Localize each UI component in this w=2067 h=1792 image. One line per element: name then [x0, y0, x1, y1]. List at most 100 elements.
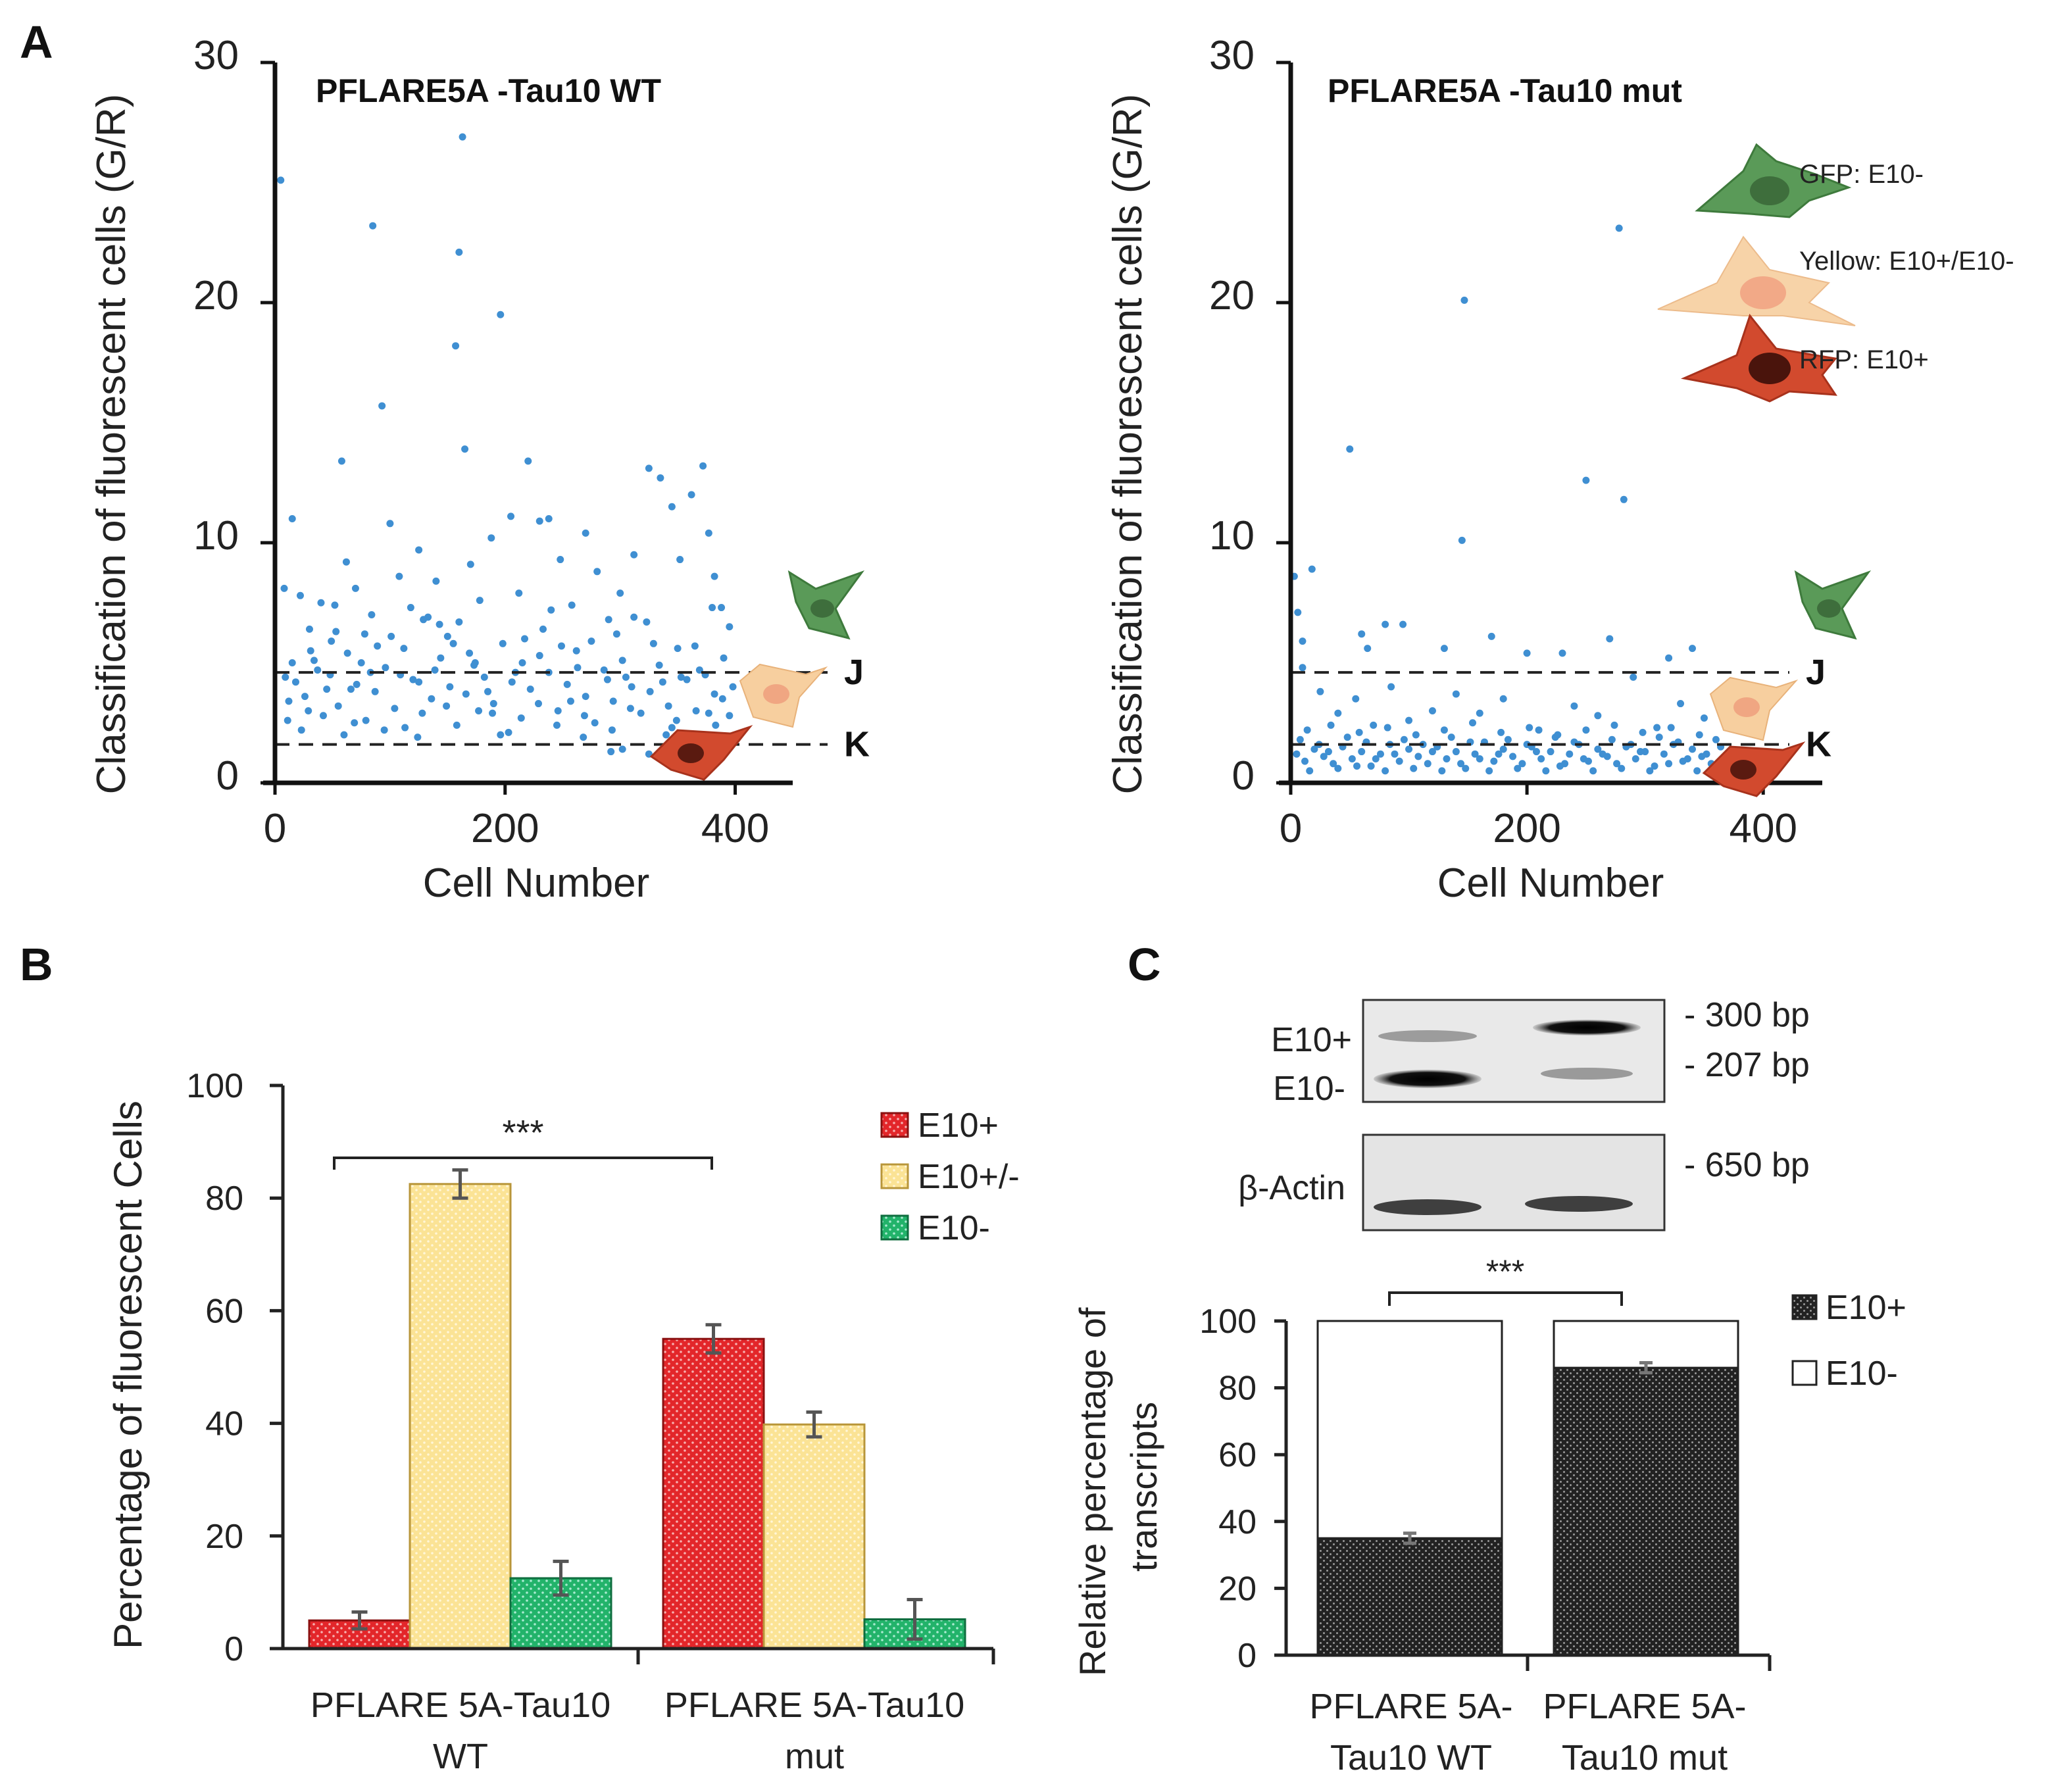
scatter-mut-point: [1630, 673, 1637, 681]
scatter-mut-point: [1443, 755, 1451, 762]
scatter-wt-point: [415, 678, 423, 686]
stacked-c-bar-segment: [1553, 1320, 1739, 1369]
scatter-wt-point: [374, 642, 382, 650]
stacked-c-ytick-label: 60: [1218, 1436, 1257, 1474]
stacked-c-category-label: PFLARE 5A-: [1309, 1687, 1512, 1726]
scatter-mut-point: [1660, 750, 1668, 758]
scatter-wt-point: [455, 618, 463, 626]
scatter-wt-point: [626, 705, 634, 712]
scatter-mut-point: [1561, 760, 1569, 768]
scatter-wt-point: [323, 685, 331, 693]
scatter-wt-point: [314, 666, 322, 674]
scatter-wt-point: [674, 645, 682, 653]
scatter-wt-title: PFLARE5A -Tau10 WT: [316, 72, 661, 109]
scatter-mut-point: [1610, 721, 1618, 729]
scatter-wt-point: [449, 639, 457, 647]
scatter-wt-ylabel: Classification of fluorescent cells (G/R…: [89, 94, 134, 795]
scatter-wt-point: [547, 606, 555, 614]
scatter-mut-point: [1537, 755, 1545, 762]
scatter-mut-point: [1382, 620, 1389, 628]
scatter-mut-point: [1547, 748, 1555, 756]
scatter-mut-point: [1460, 296, 1468, 304]
scatter-mut-point: [1594, 745, 1602, 753]
scatter-mut-point: [1400, 735, 1408, 743]
scatter-wt-point: [628, 683, 635, 691]
scatter-wt-point: [712, 721, 720, 729]
stacked-c-legend-label: E10+: [1826, 1289, 1906, 1327]
scatter-mut-yticks: 0 10 20 30: [1209, 33, 1291, 799]
scatter-mut-point: [1636, 748, 1644, 756]
scatter-wt-point: [328, 637, 336, 645]
scatter-wt-point: [317, 599, 325, 607]
scatter-wt-point: [487, 534, 495, 542]
scatter-mut-point: [1580, 755, 1587, 762]
scatter-wt-point: [709, 604, 716, 612]
scatter-mut-point: [1631, 755, 1639, 762]
scatter-mut-point: [1504, 735, 1512, 743]
scatter-wt-point: [371, 687, 379, 695]
scatter-wt-point: [428, 695, 436, 703]
scatter-wt-point: [580, 734, 587, 741]
scatter-wt-point: [672, 716, 680, 724]
scatter-wt-point: [297, 726, 305, 734]
scatter-mut-point: [1542, 767, 1550, 775]
scatter-mut-point: [1395, 757, 1403, 765]
scatter-wt-point: [705, 529, 712, 537]
scatter-mut-point: [1376, 750, 1384, 758]
scatter-mut-point: [1346, 445, 1354, 453]
scatter-mut-point: [1324, 748, 1332, 756]
scatter-mut-point: [1665, 654, 1673, 662]
bar-b-ylabel: Percentage of fluorescent Cells: [106, 1101, 150, 1649]
scatter-wt-point: [291, 678, 299, 686]
scatter-wt-point: [630, 551, 638, 559]
scatter-wt-point: [507, 512, 515, 520]
scatter-wt-point: [400, 645, 408, 653]
scatter-wt-point: [347, 685, 355, 693]
scatter-wt-point: [609, 697, 617, 705]
gel-band-mut-e10minus: [1541, 1068, 1633, 1080]
scatter-mut-ytick-label: 20: [1209, 273, 1255, 318]
gel-band-mut-e10plus: [1533, 1020, 1641, 1035]
scatter-wt-point: [718, 695, 726, 703]
scatter-mut-point: [1499, 745, 1507, 753]
scatter-mut-point: [1620, 495, 1628, 503]
scatter-mut-point: [1458, 536, 1466, 544]
scatter-mut-point: [1688, 645, 1696, 653]
gel-band-wt-e10minus: [1374, 1070, 1482, 1088]
bar-b-yticks: 0 20 40 60 80 100: [186, 1067, 283, 1668]
scatter-mut-point: [1476, 709, 1483, 717]
bar-b-legend: E10+ E10+/- E10-: [880, 1107, 1020, 1247]
scatter-mut-point: [1608, 735, 1616, 743]
stacked-c-yticks: 0 20 40 60 80 100: [1199, 1303, 1286, 1675]
scatter-wt-point: [539, 625, 547, 633]
scatter-wt-point: [720, 654, 728, 662]
scatter-wt-point: [705, 709, 712, 717]
scatter-wt-point: [524, 457, 532, 465]
scatter-wt-point: [608, 726, 616, 734]
stacked-c-category-labels: PFLARE 5A- Tau10 WT PFLARE 5A- Tau10 mut: [1309, 1687, 1746, 1778]
scatter-mut-point: [1582, 476, 1590, 484]
scatter-wt-point: [443, 632, 451, 640]
scatter-mut-point: [1703, 750, 1710, 758]
gel-actin-box: [1362, 1133, 1666, 1232]
scatter-wt-points: [277, 133, 737, 758]
scatter-mut-point: [1414, 753, 1422, 760]
scatter-wt-point: [351, 719, 359, 727]
bar-b-ytick-label: 40: [205, 1405, 243, 1443]
scatter-mut-point: [1316, 687, 1324, 695]
scatter-wt-point: [476, 597, 484, 605]
scatter-wt-point: [692, 707, 700, 714]
scatter-wt-point: [334, 702, 342, 710]
bar-b-category-label: PFLARE 5A-Tau10: [311, 1685, 610, 1725]
scatter-mut-point: [1296, 735, 1304, 743]
scatter-mut-point: [1348, 755, 1356, 762]
bar-b-legend-label: E10-: [918, 1209, 990, 1247]
scatter-wt-point: [301, 693, 309, 701]
scatter-mut-point: [1655, 734, 1663, 741]
mut-rfp-cell-illustration: [1702, 741, 1806, 797]
scatter-mut-point: [1358, 630, 1366, 638]
scatter-wt-point: [475, 707, 483, 714]
wt-yellow-cell-illustration: [739, 663, 828, 728]
scatter-wt-point: [386, 520, 394, 528]
scatter-mut-point: [1352, 695, 1360, 703]
